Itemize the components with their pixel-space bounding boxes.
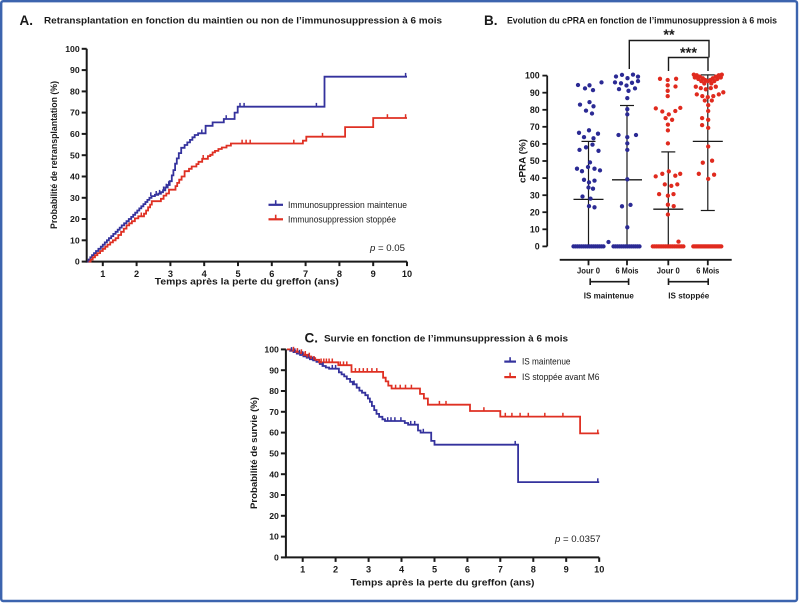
svg-text:0: 0 [75, 257, 80, 267]
svg-text:7: 7 [303, 269, 308, 279]
svg-text:4: 4 [202, 269, 208, 279]
svg-text:50: 50 [70, 150, 80, 160]
svg-text:1: 1 [300, 565, 305, 575]
svg-text:30: 30 [70, 193, 80, 203]
svg-text:0: 0 [535, 242, 540, 252]
svg-text:Probabilité de retransplantati: Probabilité de retransplantation (%) [49, 81, 59, 229]
svg-text:5: 5 [432, 565, 437, 575]
svg-text:40: 40 [269, 469, 279, 479]
svg-text:70: 70 [70, 108, 80, 118]
svg-text:IS stoppée: IS stoppée [668, 291, 709, 301]
svg-text:10: 10 [530, 224, 540, 234]
svg-text:30: 30 [530, 190, 540, 200]
svg-text:100: 100 [65, 44, 80, 54]
svg-text:90: 90 [530, 88, 540, 98]
svg-text:Evolution du cPRA en fonction: Evolution du cPRA en fonction de l’immun… [507, 16, 777, 27]
svg-text:80: 80 [269, 386, 279, 396]
svg-text:10: 10 [594, 565, 604, 575]
svg-text:20: 20 [269, 511, 279, 521]
svg-text:Jour 0: Jour 0 [577, 266, 600, 276]
svg-text:10: 10 [70, 235, 80, 245]
svg-text:100: 100 [264, 345, 279, 355]
svg-text:10: 10 [269, 532, 279, 542]
svg-text:10: 10 [402, 269, 412, 279]
svg-text:100: 100 [525, 71, 540, 81]
svg-text:6: 6 [269, 269, 274, 279]
svg-text:50: 50 [530, 156, 540, 166]
svg-text:Survie en fonction de l’immuns: Survie en fonction de l’immunsuppression… [324, 334, 568, 345]
svg-text:C.: C. [305, 331, 319, 346]
svg-text:3: 3 [168, 269, 173, 279]
svg-text:IS stoppée avant M6: IS stoppée avant M6 [522, 372, 600, 382]
svg-text:8: 8 [531, 565, 536, 575]
svg-text:60: 60 [530, 139, 540, 149]
svg-text:70: 70 [530, 122, 540, 132]
svg-text:9: 9 [371, 269, 376, 279]
svg-text:Probabilité de survie (%): Probabilité de survie (%) [249, 397, 259, 509]
svg-text:60: 60 [70, 129, 80, 139]
svg-text:90: 90 [269, 365, 279, 375]
svg-text:7: 7 [498, 565, 503, 575]
svg-text:30: 30 [269, 490, 279, 500]
svg-text:Temps après la perte du greffo: Temps après la perte du greffon (ans) [155, 276, 339, 287]
svg-text:**: ** [663, 28, 675, 44]
svg-text:p = 0.05: p = 0.05 [369, 243, 405, 254]
svg-text:Jour 0: Jour 0 [657, 266, 680, 276]
svg-text:6 Mois: 6 Mois [616, 266, 639, 276]
svg-text:9: 9 [564, 565, 569, 575]
svg-text:8: 8 [337, 269, 342, 279]
svg-text:p = 0.0357: p = 0.0357 [554, 534, 601, 545]
svg-text:Temps après la perte du greffo: Temps après la perte du greffon (ans) [351, 577, 535, 588]
svg-text:A.: A. [20, 13, 34, 28]
svg-text:6 Mois: 6 Mois [696, 266, 719, 276]
svg-text:40: 40 [530, 173, 540, 183]
svg-text:40: 40 [70, 172, 80, 182]
svg-text:80: 80 [70, 87, 80, 97]
svg-text:20: 20 [70, 214, 80, 224]
svg-text:Immunosuppression stoppée: Immunosuppression stoppée [288, 214, 396, 225]
svg-text:3: 3 [366, 565, 371, 575]
svg-text:20: 20 [530, 207, 540, 217]
svg-text:90: 90 [70, 65, 80, 75]
svg-text:1: 1 [100, 269, 105, 279]
svg-text:80: 80 [530, 105, 540, 115]
svg-text:Retransplantation en fonction: Retransplantation en fonction du maintie… [44, 16, 442, 27]
svg-text:Immunosuppression maintenue: Immunosuppression maintenue [288, 199, 407, 210]
svg-text:70: 70 [269, 407, 279, 417]
svg-text:60: 60 [269, 428, 279, 438]
svg-text:2: 2 [333, 565, 338, 575]
svg-text:4: 4 [399, 565, 405, 575]
svg-text:50: 50 [269, 449, 279, 459]
svg-text:0: 0 [274, 553, 279, 563]
svg-text:***: *** [680, 46, 697, 62]
svg-text:5: 5 [235, 269, 240, 279]
svg-text:B.: B. [484, 13, 498, 28]
svg-text:2: 2 [134, 269, 139, 279]
svg-text:IS maintenue: IS maintenue [584, 291, 634, 301]
svg-text:6: 6 [465, 565, 470, 575]
svg-text:IS maintenue: IS maintenue [522, 357, 571, 367]
svg-text:cPRA (%): cPRA (%) [518, 139, 528, 183]
